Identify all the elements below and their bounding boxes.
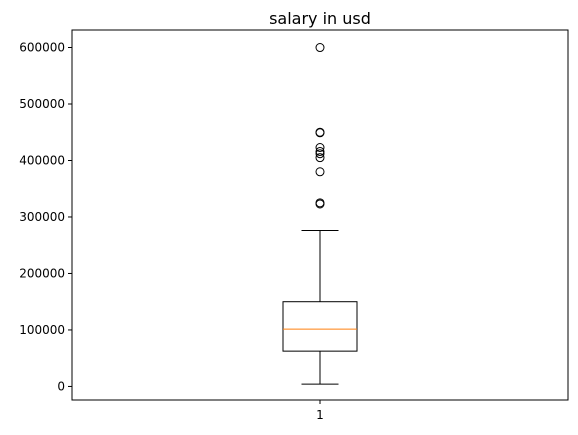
y-axis: 0 100000 200000 300000 400000 500000 600000 bbox=[19, 41, 72, 393]
x-axis: 1 bbox=[316, 400, 324, 422]
outlier-point bbox=[315, 149, 325, 159]
outlier-point bbox=[315, 146, 325, 156]
y-tick-label: 600000 bbox=[19, 41, 65, 55]
y-tick-label: 0 bbox=[57, 379, 65, 393]
box-plot-series bbox=[282, 43, 358, 385]
y-tick-label: 400000 bbox=[19, 153, 65, 167]
outlier-point bbox=[315, 153, 325, 163]
iqr-box bbox=[282, 301, 358, 352]
y-tick-label: 300000 bbox=[19, 210, 65, 224]
outlier-point bbox=[315, 167, 325, 177]
x-tick-label: 1 bbox=[316, 408, 324, 422]
outlier-point bbox=[315, 128, 325, 138]
outlier-point bbox=[315, 199, 325, 209]
y-tick-label: 500000 bbox=[19, 97, 65, 111]
chart-title: salary in usd bbox=[269, 9, 371, 28]
y-tick-label: 200000 bbox=[19, 266, 65, 280]
plot-frame bbox=[71, 29, 569, 401]
outlier-point bbox=[315, 43, 325, 53]
outlier-point bbox=[315, 142, 325, 152]
y-tick-label: 100000 bbox=[19, 323, 65, 337]
